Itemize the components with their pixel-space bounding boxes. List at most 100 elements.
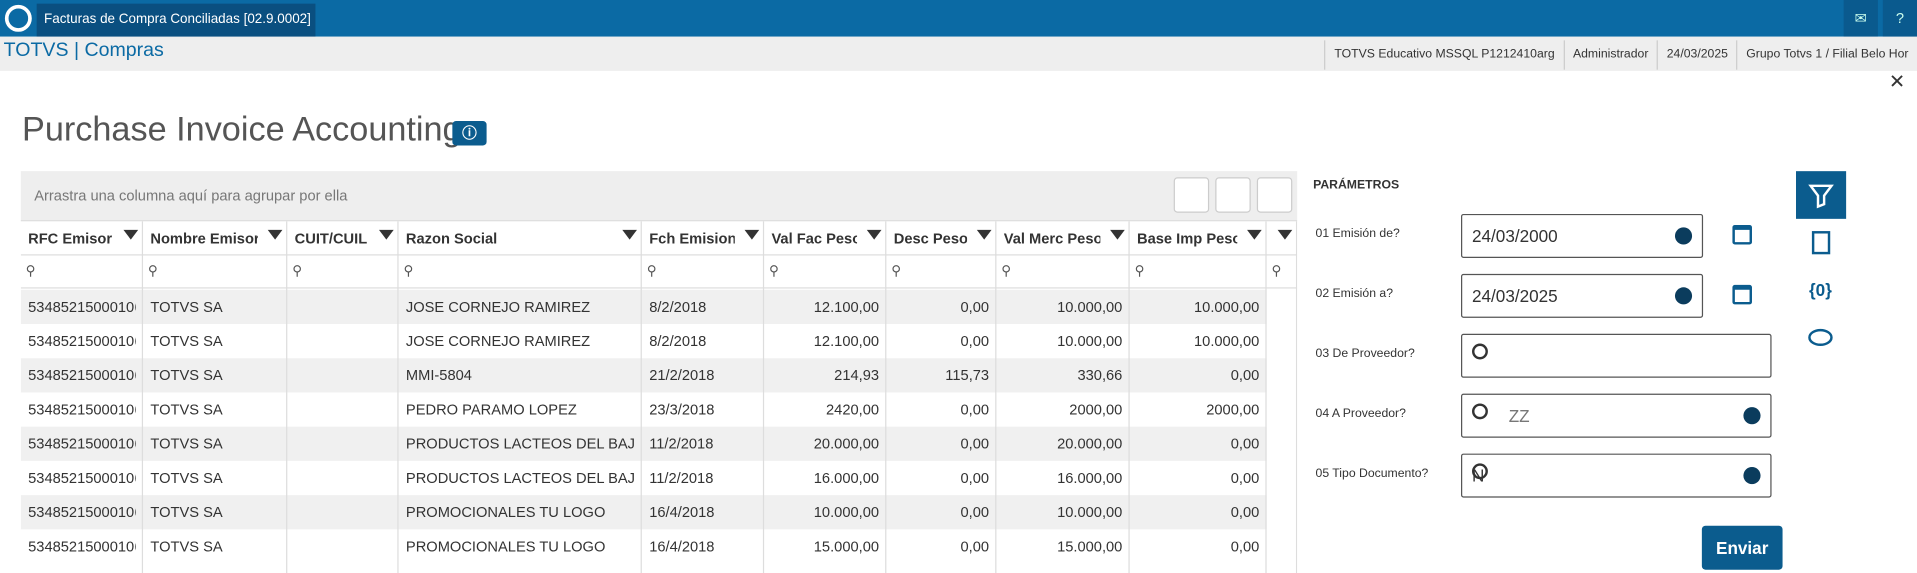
param-input[interactable]: 24/03/2025 [1461,273,1704,318]
cell: 10.000,00 [1194,298,1260,316]
column-header[interactable]: Razon Social [405,229,498,247]
filter-icon[interactable] [379,229,394,240]
cell: 0,00 [960,332,990,350]
cell: 16.000,00 [1057,469,1123,487]
cell: TOTVS SA [150,366,223,384]
submit-btn[interactable]: Enviar [1701,525,1783,570]
search-input[interactable]: ⚲ [25,264,36,279]
filter-icon[interactable] [622,229,637,240]
param-label: 05 Tipo Documento? [1315,467,1429,481]
icon[interactable] [1811,231,1831,255]
param-input[interactable]: ZZ [1461,393,1772,438]
param-label: 04 A Proveedor? [1315,407,1406,421]
cell: TOTVS SA [150,469,223,487]
status-item: 24/03/2025 [1656,40,1737,70]
column-header[interactable]: Val Fac Peso [771,229,858,247]
filter-icon[interactable] [1277,229,1293,240]
top-bar [0,0,1917,37]
search-input[interactable]: ⚲ [147,264,158,279]
side-icons: {0} [1808,231,1833,346]
cell: 0,00 [1230,435,1260,453]
param-input[interactable]: N [1461,453,1772,498]
search-input[interactable]: ⚲ [1134,264,1145,279]
cell: PRODUCTOS LACTEOS DEL BAJIO SA [405,435,635,453]
column-header[interactable]: Desc Peso [893,229,968,247]
param-value: 24/03/2000 [1472,226,1558,246]
logo[interactable] [4,4,32,32]
search-icon [1472,343,1488,360]
clear-btn[interactable] [1674,287,1693,305]
cell: 115,73 [945,366,990,384]
grid-tool[interactable] [1215,177,1251,213]
grid-tool[interactable] [1256,177,1293,213]
status-bar: TOTVS Educativo MSSQL P1212410arg Adminis… [1324,40,1917,70]
search-input[interactable]: ⚲ [1001,264,1012,279]
param-value: ZZ [1508,405,1530,426]
cell: TOTVS SA [150,537,223,556]
search-input[interactable]: ⚲ [769,264,779,279]
clear-btn[interactable] [1674,227,1693,245]
search-input[interactable]: ⚲ [891,264,902,279]
status-item: TOTVS Educativo MSSQL P1212410arg [1324,40,1564,70]
column-header[interactable]: Fch Emision [649,229,735,247]
cell: 10.000,00 [1057,503,1123,521]
icon[interactable]: {0} [1809,281,1832,300]
cell: 0,00 [1230,469,1260,487]
filter-icon[interactable] [1247,229,1262,240]
params-panel: 01 Emisión de? 24/03/2000 02 Emisión a? 24/… [1298,196,1787,514]
param-input[interactable] [1461,333,1772,378]
help-btn[interactable]: ? [1882,0,1917,37]
filter-icon[interactable] [866,229,882,240]
cell: 53485215000106 [28,503,136,521]
search-input[interactable]: ⚲ [646,264,657,279]
calendar-btn[interactable] [1732,284,1752,305]
cell: JOSE CORNEJO RAMIREZ [405,332,591,350]
filter-icon[interactable] [1110,229,1125,240]
cell: 15.000,00 [1057,537,1123,556]
column-header[interactable]: Val Merc Peso [1003,229,1101,247]
search-input[interactable]: ⚲ [1271,264,1282,279]
info-btn[interactable]: ⓘ [452,121,487,146]
cell: 21/2/2018 [649,366,715,384]
tab-label: Facturas de Compra Conciliadas [02.9.000… [44,12,311,27]
filter-icon[interactable] [976,229,992,240]
param-input[interactable]: 24/03/2000 [1461,213,1704,258]
status-item: Grupo Totvs 1 / Filial Belo Hor [1736,40,1917,70]
column-header[interactable]: Nombre Emisor [150,229,258,247]
column-header[interactable]: Base Imp Peso [1137,229,1238,247]
filter-icon[interactable] [267,229,283,240]
calendar-btn[interactable] [1732,224,1752,245]
cell: TOTVS SA [150,332,223,350]
col-border [143,221,288,573]
cell: 0,00 [960,298,990,316]
cell: 330,66 [1077,366,1123,384]
cell: 8/2/2018 [649,298,707,316]
filter-icon[interactable] [123,229,139,240]
close-btn[interactable]: ✕ [1888,72,1906,93]
cell: 0,00 [1230,366,1260,384]
cell: 0,00 [960,401,990,419]
search-input[interactable]: ⚲ [292,264,303,279]
icon[interactable] [1808,328,1833,346]
filter-icon[interactable] [744,229,760,240]
cell: 0,00 [960,469,990,487]
cell: 2000,00 [1206,401,1260,419]
cell: 23/3/2018 [649,401,715,419]
clear-btn[interactable] [1743,407,1761,425]
col-border [21,221,144,573]
cell: 2420,00 [826,401,880,419]
cell: 0,00 [960,503,990,521]
clear-btn[interactable] [1743,467,1761,485]
app-title: TOTVS | Compras [3,40,164,62]
tab[interactable]: Facturas de Compra Conciliadas [02.9.000… [36,3,316,60]
mail-btn[interactable]: ✉ [1843,0,1878,37]
cell: 53485215000106 [28,537,136,556]
filter-tab[interactable] [1795,171,1847,219]
cell: 20.000,00 [813,435,880,453]
cell: 10.000,00 [1057,332,1123,350]
column-header[interactable]: CUIT/CUIL [294,229,368,247]
column-header[interactable]: RFC Emisor [28,229,113,247]
search-input[interactable]: ⚲ [403,264,414,279]
grid-tool[interactable] [1173,177,1210,213]
